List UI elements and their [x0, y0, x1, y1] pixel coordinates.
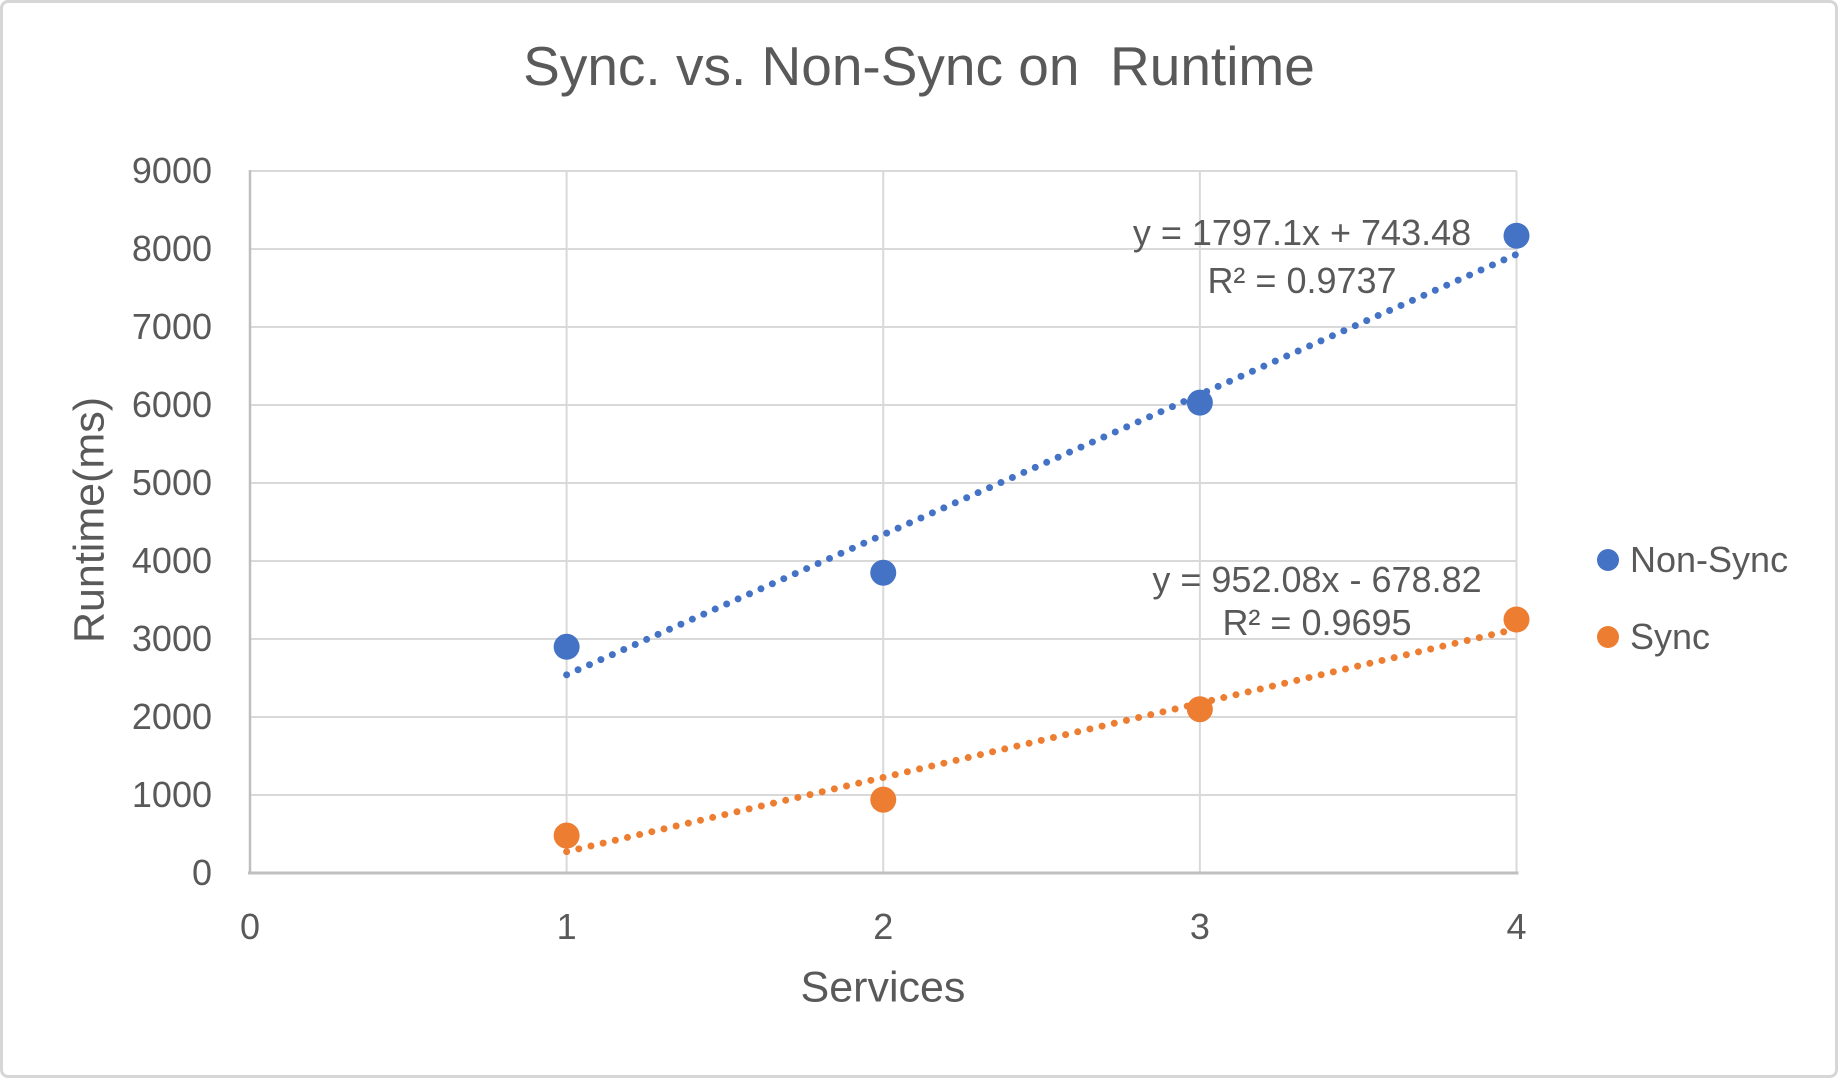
y-tick-label: 9000 [131, 150, 212, 191]
y-tick-label: 5000 [131, 462, 212, 503]
legend-marker-sync-icon [1597, 626, 1619, 648]
y-tick-label: 6000 [131, 384, 212, 425]
y-tick-label: 0 [191, 852, 212, 893]
trendline-r2-sync: R² = 0.9695 [1222, 602, 1412, 643]
legend-label-sync: Sync [1630, 616, 1711, 657]
chart-title: Sync. vs. Non-Sync on Runtime [523, 35, 1315, 97]
trendline-equation-non-sync: y = 1797.1x + 743.48 [1132, 212, 1472, 253]
y-tick-label: 2000 [131, 696, 212, 737]
x-tick-label: 1 [556, 906, 577, 947]
x-tick-label: 2 [873, 906, 894, 947]
y-tick-label: 7000 [131, 306, 212, 347]
data-point-non-sync [870, 559, 897, 586]
data-point-sync [1503, 606, 1530, 633]
y-tick-label: 4000 [131, 540, 212, 581]
y-axis-title: Runtime(ms) [65, 396, 114, 644]
x-axis-title: Services [800, 963, 966, 1012]
trendline-equation-sync: y = 952.08x - 678.82 [1152, 559, 1482, 600]
trendline-r2-non-sync: R² = 0.9737 [1207, 260, 1397, 301]
data-point-non-sync [1503, 222, 1530, 249]
y-tick-label: 8000 [131, 228, 212, 269]
y-tick-label: 3000 [131, 618, 212, 659]
x-tick-label: 4 [1506, 906, 1527, 947]
data-point-non-sync [1186, 389, 1213, 416]
data-point-sync [1186, 696, 1213, 723]
legend-marker-non-sync-icon [1597, 549, 1619, 571]
y-tick-label: 1000 [131, 774, 212, 815]
data-point-sync [553, 822, 580, 849]
x-tick-label: 0 [239, 906, 261, 947]
legend-label-non-sync: Non-Sync [1630, 539, 1789, 580]
legend-item-non-sync: Non-Sync [1597, 538, 1788, 582]
data-point-non-sync [553, 633, 580, 660]
data-point-sync [870, 786, 897, 813]
x-tick-label: 3 [1189, 906, 1210, 947]
trendline-sync [563, 625, 1520, 856]
trendline-non-sync [563, 250, 1520, 679]
legend-item-sync: Sync [1597, 615, 1710, 659]
